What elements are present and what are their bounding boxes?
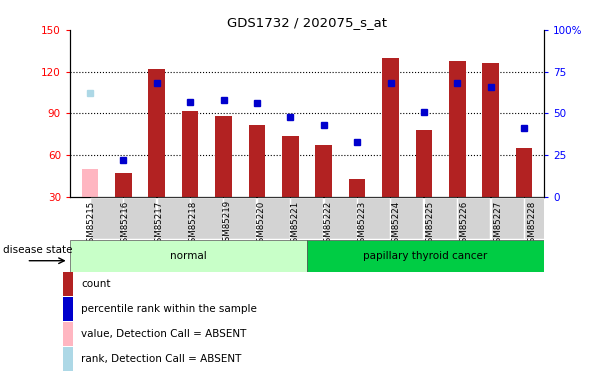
Bar xyxy=(81,169,98,197)
Text: count: count xyxy=(81,279,111,289)
Text: GSM85221: GSM85221 xyxy=(290,200,299,248)
Bar xyxy=(148,69,165,197)
Bar xyxy=(91,198,123,239)
Bar xyxy=(425,198,457,239)
Bar xyxy=(191,198,223,239)
Text: GSM85216: GSM85216 xyxy=(121,200,130,248)
Bar xyxy=(525,198,557,239)
Bar xyxy=(449,61,466,197)
Bar xyxy=(325,198,357,239)
Bar xyxy=(382,58,399,197)
Bar xyxy=(492,198,523,239)
Bar xyxy=(63,297,74,321)
Text: GSM85219: GSM85219 xyxy=(223,200,232,248)
Bar xyxy=(63,272,74,296)
Text: GSM85224: GSM85224 xyxy=(392,200,401,248)
Bar xyxy=(516,148,533,197)
Text: GSM85215: GSM85215 xyxy=(87,200,96,248)
Text: GSM85227: GSM85227 xyxy=(493,200,502,248)
Bar xyxy=(291,198,323,239)
Bar xyxy=(307,240,544,272)
Bar xyxy=(215,116,232,197)
Text: normal: normal xyxy=(170,251,207,261)
Bar xyxy=(63,347,74,371)
Bar xyxy=(224,198,257,239)
Text: value, Detection Call = ABSENT: value, Detection Call = ABSENT xyxy=(81,329,246,339)
Text: GSM85228: GSM85228 xyxy=(527,200,536,248)
Title: GDS1732 / 202075_s_at: GDS1732 / 202075_s_at xyxy=(227,16,387,29)
Bar xyxy=(316,146,332,197)
Text: rank, Detection Call = ABSENT: rank, Detection Call = ABSENT xyxy=(81,354,241,364)
Bar xyxy=(63,322,74,346)
Bar xyxy=(115,173,132,197)
Bar xyxy=(482,63,499,197)
Bar xyxy=(124,198,156,239)
Text: papillary thyroid cancer: papillary thyroid cancer xyxy=(364,251,488,261)
Bar xyxy=(282,136,299,197)
Text: GSM85218: GSM85218 xyxy=(188,200,198,248)
Bar xyxy=(349,179,365,197)
Bar xyxy=(416,130,432,197)
Bar xyxy=(458,198,490,239)
Text: GSM85217: GSM85217 xyxy=(154,200,164,248)
Bar xyxy=(70,240,307,272)
Text: GSM85226: GSM85226 xyxy=(460,200,469,248)
Text: percentile rank within the sample: percentile rank within the sample xyxy=(81,304,257,314)
Bar xyxy=(182,111,198,197)
Text: disease state: disease state xyxy=(3,244,72,255)
Bar xyxy=(358,198,390,239)
Text: GSM85222: GSM85222 xyxy=(324,200,333,248)
Bar xyxy=(249,124,265,197)
Text: GSM85225: GSM85225 xyxy=(426,200,435,248)
Bar xyxy=(258,198,290,239)
Text: GSM85220: GSM85220 xyxy=(256,200,265,248)
Text: GSM85223: GSM85223 xyxy=(358,200,367,248)
Bar xyxy=(157,198,190,239)
Bar xyxy=(392,198,423,239)
